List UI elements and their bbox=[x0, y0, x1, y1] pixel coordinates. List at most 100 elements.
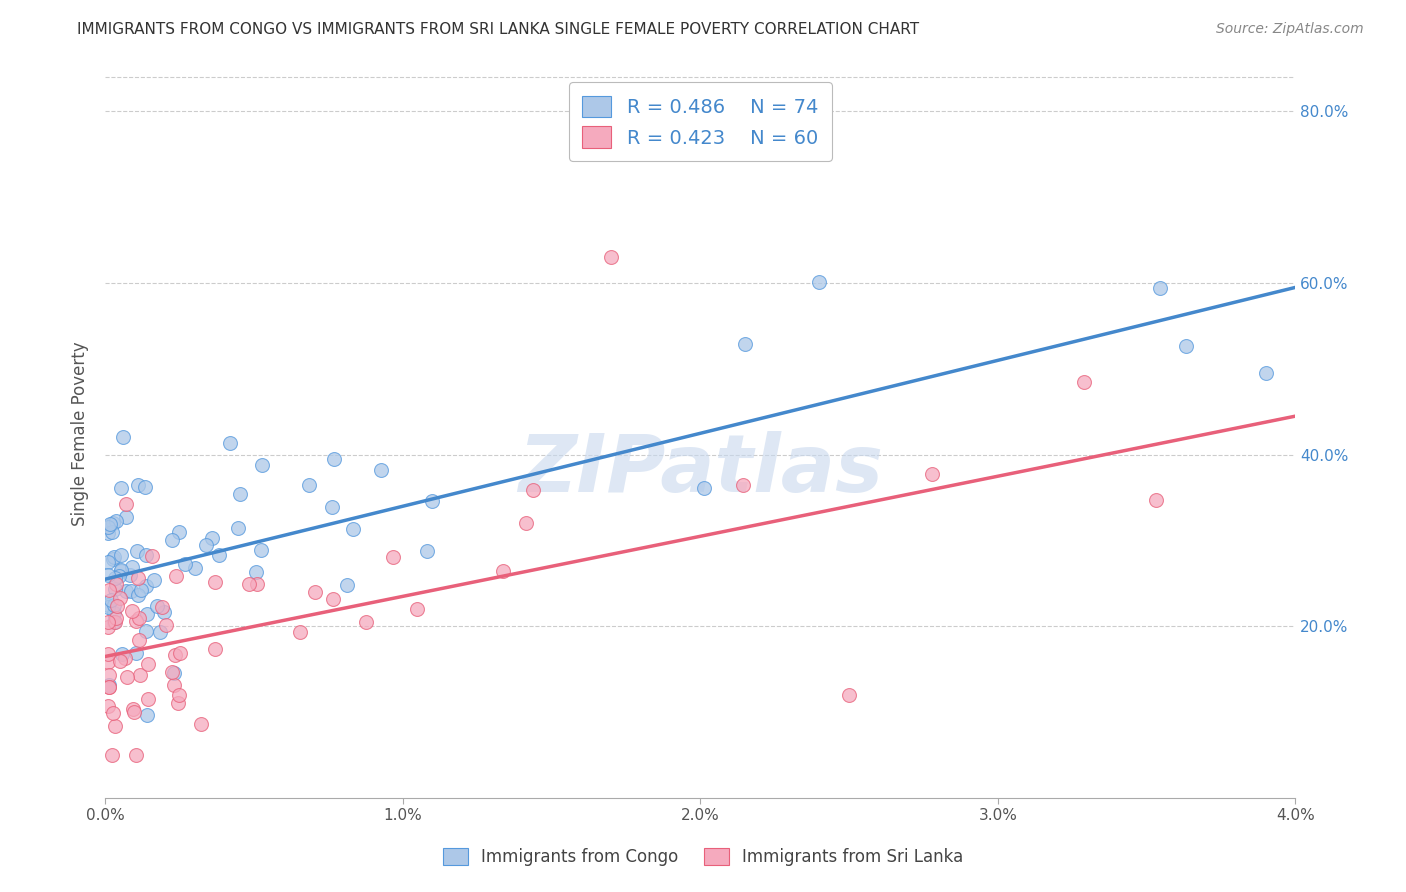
Point bbox=[125, 646, 148, 660]
Point bbox=[304, 585, 326, 599]
Point bbox=[190, 716, 212, 731]
Text: Source: ZipAtlas.com: Source: ZipAtlas.com bbox=[1216, 22, 1364, 37]
Point bbox=[97, 655, 120, 669]
Point bbox=[1254, 366, 1277, 380]
Point bbox=[167, 696, 190, 710]
Point bbox=[136, 692, 159, 706]
Point bbox=[169, 646, 191, 660]
Point bbox=[204, 641, 226, 656]
Point bbox=[98, 668, 121, 682]
Point bbox=[420, 494, 443, 508]
Point bbox=[381, 549, 404, 564]
Point bbox=[97, 598, 120, 612]
Point bbox=[600, 251, 623, 265]
Point bbox=[136, 708, 159, 723]
Point bbox=[110, 563, 132, 577]
Point bbox=[100, 592, 122, 607]
Point bbox=[107, 568, 129, 582]
Point bbox=[97, 600, 120, 615]
Point bbox=[97, 699, 120, 714]
Point bbox=[141, 549, 163, 564]
Point bbox=[97, 620, 120, 634]
Point bbox=[105, 611, 128, 625]
Point bbox=[734, 337, 756, 351]
Point bbox=[120, 584, 142, 599]
Point bbox=[120, 568, 142, 582]
Point bbox=[97, 568, 120, 582]
Point bbox=[138, 657, 160, 671]
Point bbox=[103, 549, 125, 564]
Point bbox=[117, 670, 139, 684]
Point bbox=[122, 701, 145, 715]
Point bbox=[1149, 281, 1171, 295]
Point bbox=[97, 582, 120, 597]
Point bbox=[208, 549, 231, 563]
Point bbox=[98, 680, 121, 694]
Point bbox=[250, 458, 273, 473]
Point bbox=[322, 452, 344, 467]
Point bbox=[115, 497, 138, 511]
Point bbox=[142, 574, 165, 588]
Point bbox=[98, 516, 121, 531]
Point bbox=[321, 500, 343, 514]
Point bbox=[100, 748, 122, 763]
Point bbox=[201, 532, 224, 546]
Point bbox=[101, 516, 124, 530]
Point bbox=[153, 605, 176, 619]
Point bbox=[103, 615, 125, 629]
Point bbox=[128, 611, 150, 625]
Point bbox=[1073, 376, 1095, 390]
Point bbox=[298, 478, 321, 492]
Point bbox=[104, 514, 127, 528]
Point bbox=[748, 130, 770, 145]
Point bbox=[226, 521, 249, 535]
Point bbox=[128, 633, 150, 648]
Point bbox=[135, 624, 157, 638]
Point bbox=[152, 600, 174, 615]
Point bbox=[145, 599, 167, 613]
Point bbox=[167, 688, 190, 702]
Point bbox=[492, 564, 515, 578]
Point bbox=[127, 571, 149, 585]
Point bbox=[163, 677, 186, 691]
Point bbox=[135, 579, 157, 593]
Point bbox=[155, 617, 177, 632]
Point bbox=[101, 706, 124, 721]
Point bbox=[104, 582, 127, 596]
Point bbox=[1174, 339, 1197, 353]
Point bbox=[110, 481, 132, 495]
Point bbox=[108, 654, 131, 668]
Point bbox=[692, 481, 714, 495]
Point bbox=[110, 564, 132, 578]
Point bbox=[134, 480, 156, 494]
Point bbox=[163, 666, 186, 681]
Point bbox=[125, 748, 148, 763]
Point bbox=[127, 544, 149, 558]
Point bbox=[129, 582, 152, 597]
Point bbox=[125, 615, 148, 629]
Point bbox=[731, 478, 754, 492]
Point bbox=[101, 552, 124, 566]
Point bbox=[322, 591, 344, 606]
Point bbox=[204, 575, 226, 590]
Point bbox=[515, 516, 537, 531]
Point bbox=[103, 598, 125, 612]
Point bbox=[127, 478, 149, 492]
Point bbox=[228, 487, 250, 501]
Point bbox=[114, 583, 136, 598]
Point bbox=[245, 565, 267, 579]
Point bbox=[97, 526, 120, 541]
Y-axis label: Single Female Poverty: Single Female Poverty bbox=[72, 341, 89, 525]
Point bbox=[104, 719, 127, 733]
Point bbox=[167, 525, 190, 540]
Point bbox=[136, 607, 159, 621]
Point bbox=[98, 680, 121, 694]
Point bbox=[370, 463, 392, 477]
Point bbox=[356, 615, 378, 630]
Point bbox=[160, 533, 183, 548]
Point bbox=[121, 560, 143, 574]
Point bbox=[127, 588, 149, 602]
Point bbox=[135, 548, 157, 562]
Point bbox=[174, 557, 197, 571]
Point bbox=[165, 648, 187, 663]
